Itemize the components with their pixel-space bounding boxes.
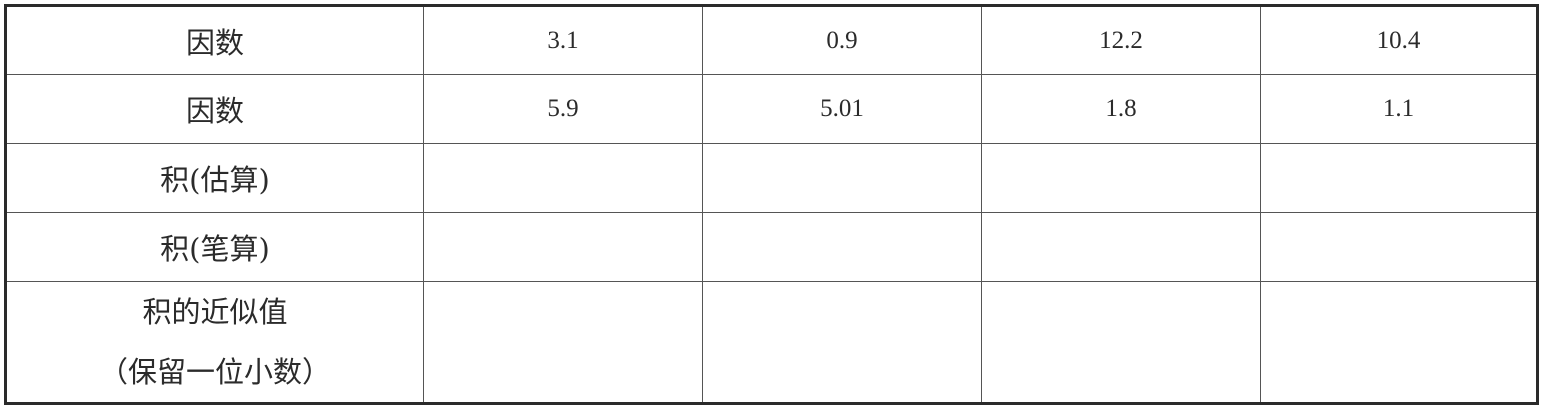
table-row-product-written: 积(笔算): [5, 212, 1538, 282]
table-cell: 12.2: [981, 5, 1261, 75]
table-cell: 5.01: [702, 74, 982, 144]
row-label: 积的近似值 （保留一位小数）: [5, 281, 424, 404]
row-label: 因数: [5, 74, 424, 144]
table-cell: 10.4: [1260, 5, 1538, 75]
row-label: 积(笔算): [5, 212, 424, 282]
answer-cell[interactable]: [1260, 281, 1538, 404]
row-label: 积(估算): [5, 143, 424, 213]
answer-cell[interactable]: [981, 143, 1261, 213]
table-cell: 1.8: [981, 74, 1261, 144]
answer-cell[interactable]: [423, 143, 703, 213]
answer-cell[interactable]: [1260, 143, 1538, 213]
row-label-line-1: 积的近似值: [142, 295, 288, 329]
answer-cell[interactable]: [702, 212, 982, 282]
answer-cell[interactable]: [423, 212, 703, 282]
answer-cell[interactable]: [981, 281, 1261, 404]
answer-cell[interactable]: [981, 212, 1261, 282]
table-cell: 0.9: [702, 5, 982, 75]
answer-cell[interactable]: [1260, 212, 1538, 282]
table-row-product-estimate: 积(估算): [5, 143, 1538, 213]
row-label: 因数: [5, 5, 424, 75]
table-cell: 1.1: [1260, 74, 1538, 144]
table-row-product-approx: 积的近似值 （保留一位小数）: [5, 281, 1538, 404]
table-cell: 3.1: [423, 5, 703, 75]
table-cell: 5.9: [423, 74, 703, 144]
row-label-line-2: （保留一位小数）: [98, 355, 331, 389]
multiplication-estimation-table: 因数 3.1 0.9 12.2 10.4 因数 5.9 5.01 1.8 1.1…: [4, 4, 1539, 405]
answer-cell[interactable]: [423, 281, 703, 404]
table-row-factor-2: 因数 5.9 5.01 1.8 1.1: [5, 74, 1538, 144]
table-row-factor-1: 因数 3.1 0.9 12.2 10.4: [5, 5, 1538, 75]
answer-cell[interactable]: [702, 281, 982, 404]
answer-cell[interactable]: [702, 143, 982, 213]
